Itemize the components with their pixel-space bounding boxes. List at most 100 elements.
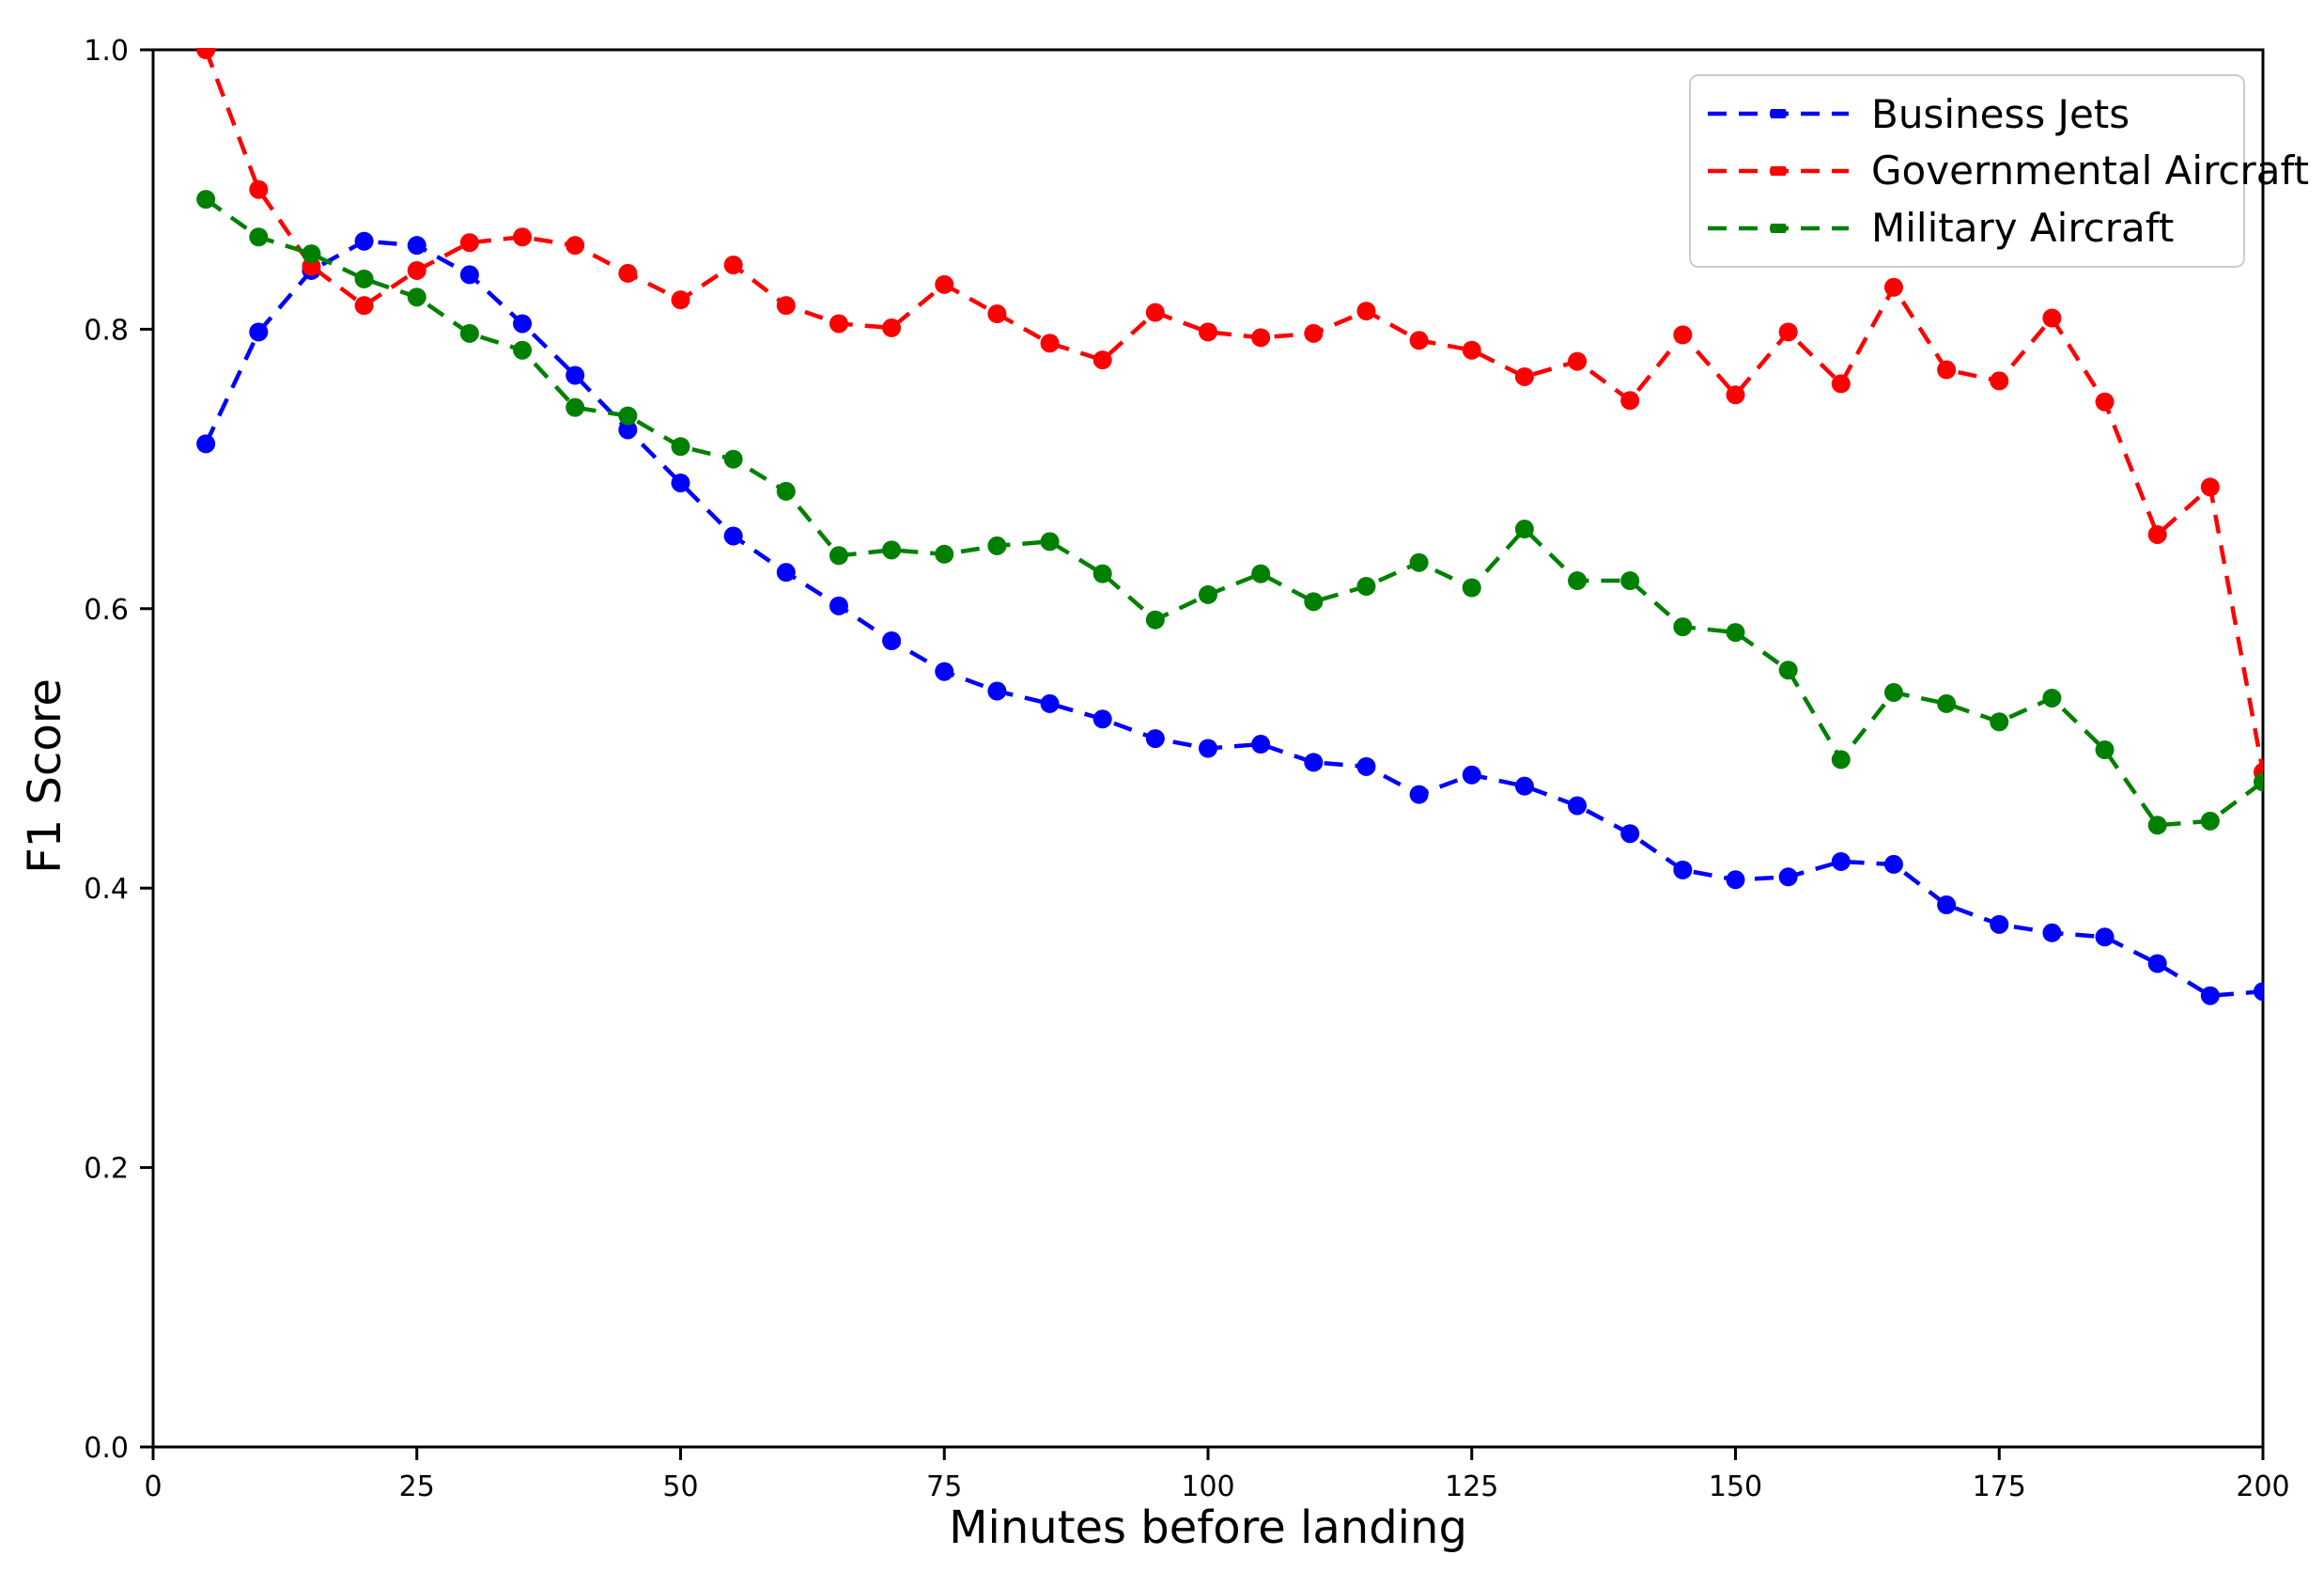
y-axis-label: F1 Score xyxy=(19,678,71,874)
data-point xyxy=(1990,371,2009,391)
data-point xyxy=(1883,277,1903,297)
x-tick-label: 200 xyxy=(2236,1470,2289,1503)
data-point xyxy=(776,481,796,501)
data-point xyxy=(1304,592,1324,612)
series-line-military-aircraft xyxy=(204,197,2263,828)
data-point xyxy=(1462,578,1481,598)
legend-marker-icon xyxy=(1770,223,1787,233)
data-point xyxy=(2200,811,2220,831)
data-point xyxy=(1409,331,1429,350)
data-point xyxy=(1937,693,1957,713)
legend-marker-icon xyxy=(1770,165,1787,176)
data-point xyxy=(1462,765,1481,785)
data-point xyxy=(2095,927,2115,947)
data-point xyxy=(566,397,585,417)
data-point xyxy=(1831,374,1851,394)
data-point xyxy=(1514,776,1534,796)
data-point xyxy=(2147,816,2167,835)
data-point xyxy=(2254,772,2263,792)
x-tick-label: 100 xyxy=(1181,1470,1234,1503)
data-point xyxy=(513,227,533,247)
data-point xyxy=(776,563,796,583)
data-point xyxy=(935,544,954,564)
legend-line-sample-icon xyxy=(1708,165,1849,176)
data-point xyxy=(1831,750,1851,770)
data-point xyxy=(1356,756,1376,776)
data-point xyxy=(1199,322,1217,342)
data-point xyxy=(935,274,954,294)
data-point xyxy=(671,290,690,310)
x-axis-label: Minutes before landing xyxy=(949,1501,1467,1554)
data-point xyxy=(1726,623,1745,643)
data-point xyxy=(196,48,216,59)
data-point xyxy=(2042,308,2062,328)
data-point xyxy=(935,661,954,681)
legend-label: Military Aircraft xyxy=(1871,205,2175,252)
data-point xyxy=(566,236,585,256)
legend-label: Governmental Aircraft xyxy=(1871,148,2310,194)
data-point xyxy=(1673,617,1693,637)
data-point xyxy=(1673,860,1693,879)
data-point xyxy=(1040,334,1060,353)
data-point xyxy=(1092,350,1112,370)
data-point xyxy=(776,296,796,316)
data-point xyxy=(2095,739,2115,759)
data-point xyxy=(882,318,902,337)
data-point xyxy=(1883,854,1903,874)
data-point xyxy=(2042,688,2062,708)
data-point xyxy=(882,631,902,651)
data-point xyxy=(1409,552,1429,572)
data-point xyxy=(1990,712,2009,732)
data-point xyxy=(1620,571,1640,591)
data-point xyxy=(1778,867,1798,887)
y-tick-label: 0.8 xyxy=(84,314,129,347)
data-point xyxy=(1831,851,1851,871)
x-tick-label: 125 xyxy=(1445,1470,1498,1503)
data-point xyxy=(1092,564,1112,583)
data-point xyxy=(2200,986,2220,1005)
data-point xyxy=(723,449,743,469)
data-point xyxy=(2254,982,2263,1002)
data-point xyxy=(354,296,374,316)
data-point xyxy=(513,314,533,334)
x-tick-label: 50 xyxy=(662,1470,698,1503)
data-point xyxy=(671,473,690,492)
data-point xyxy=(1251,328,1271,348)
data-point xyxy=(1145,729,1165,749)
x-tick-label: 0 xyxy=(144,1470,162,1503)
data-point xyxy=(723,255,743,274)
data-point xyxy=(407,236,426,256)
data-point xyxy=(1092,709,1112,729)
legend-item-military-aircraft: Military Aircraft xyxy=(1708,205,2226,251)
data-point xyxy=(1620,824,1640,844)
data-point xyxy=(829,546,848,566)
data-point xyxy=(1568,796,1588,816)
data-point xyxy=(407,260,426,280)
series-line-governmental-aircraft xyxy=(204,49,2263,773)
data-point xyxy=(1620,391,1640,411)
x-tick-label: 25 xyxy=(399,1470,435,1503)
data-point xyxy=(1145,303,1165,322)
data-point xyxy=(459,233,479,253)
data-point xyxy=(882,540,902,560)
data-point xyxy=(566,366,585,385)
data-point xyxy=(1568,571,1588,591)
data-point xyxy=(196,190,216,210)
data-point xyxy=(354,269,374,288)
data-point xyxy=(1040,693,1060,713)
data-point xyxy=(2042,923,2062,942)
y-tick-label: 1.0 xyxy=(84,35,129,68)
data-point xyxy=(1462,340,1481,360)
data-point xyxy=(1356,577,1376,597)
data-point xyxy=(1514,520,1534,539)
data-point xyxy=(1937,360,1957,380)
data-point xyxy=(1304,753,1324,772)
legend: Business Jets Governmental Aircraft Milita… xyxy=(1689,74,2309,268)
y-tick-label: 0.6 xyxy=(84,594,129,627)
data-point xyxy=(1304,323,1324,343)
data-point xyxy=(1199,739,1217,758)
data-point xyxy=(1778,322,1798,342)
y-tick-label: 0.2 xyxy=(84,1153,129,1186)
